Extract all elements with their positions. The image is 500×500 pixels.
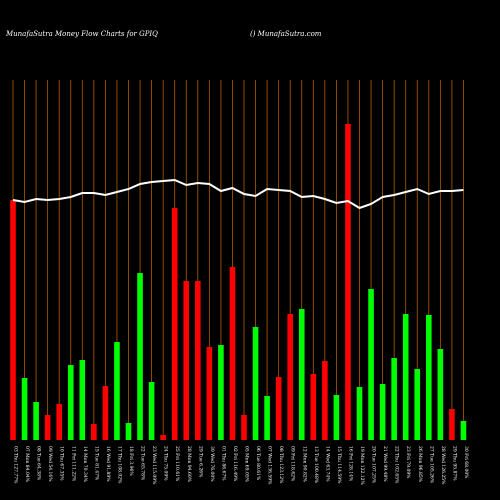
- x-tick-label: 27 Tue 105.26%: [428, 446, 434, 484]
- bar: [241, 415, 247, 440]
- x-tick-label: 09 Wed 54.16%: [47, 446, 53, 482]
- bar: [160, 435, 166, 440]
- bar: [252, 327, 259, 440]
- bar: [287, 314, 293, 440]
- x-tick-label: 29 Thu 95.87%: [451, 446, 457, 481]
- bar: [44, 415, 51, 440]
- bar: [333, 395, 340, 440]
- x-tick-label: 28 Mon 94.60%: [186, 446, 192, 483]
- money-flow-line: [12, 178, 464, 210]
- x-tick-label: 19 Mon 122.12%: [359, 446, 365, 486]
- x-tick-label: 02 Fri 116.49%: [232, 446, 238, 482]
- x-tick-label: 12 Mon 90.82%: [301, 446, 307, 483]
- x-tick-label: 13 Tue 100.48%: [313, 446, 319, 484]
- bar: [79, 360, 86, 440]
- x-tick-label: 21 Wed 99.48%: [382, 446, 388, 482]
- x-tick-label: 16 Wed 91.89%: [105, 446, 111, 482]
- bar: [206, 347, 213, 440]
- bar: [391, 358, 397, 440]
- x-tick-label: 15 Thu 114.59%: [336, 446, 342, 484]
- bar: [102, 386, 109, 440]
- x-tick-label: 01 Thu 86.67%: [220, 446, 226, 481]
- x-tick-label: 14 Mon 70.34%: [82, 446, 88, 483]
- x-tick-label: 11 Fri 111.22%: [70, 446, 76, 482]
- bar: [91, 424, 97, 440]
- x-tick-label: 22 Thu 102.65%: [394, 446, 400, 484]
- bar: [21, 378, 28, 440]
- bar: [275, 377, 282, 440]
- x-tick-label: 07 Mon 84.04%: [24, 446, 30, 483]
- chart-subtitle: () MunafaSutra.com: [250, 30, 322, 38]
- x-tick-label: 17 Thu 108.02%: [116, 446, 122, 484]
- bar: [322, 361, 328, 440]
- x-tick-label: 20 Tue 107.25%: [371, 446, 377, 484]
- bar: [460, 421, 467, 440]
- bar: [229, 267, 236, 440]
- x-tick-label: 09 Fri 118.62%: [290, 446, 296, 482]
- bar: [368, 289, 374, 440]
- bar: [137, 273, 143, 440]
- chart-title: MunafaSutra Money Flow Charts for GPIQ: [5, 30, 158, 38]
- x-tick-label: 03 Thu 127.77%: [13, 446, 19, 484]
- x-tick-label: 24 Thu 75.09%: [163, 446, 169, 481]
- bar: [345, 124, 351, 440]
- x-tick-label: 07 Wed 136.59%: [267, 446, 273, 485]
- x-tick-label: 05 Mon 69.05%: [244, 446, 250, 483]
- bar: [114, 342, 120, 440]
- x-tick-label: 30 Wed 76.00%: [209, 446, 215, 482]
- bar: [125, 423, 132, 440]
- x-tick-label: 23 Wed 115.09%: [151, 446, 157, 485]
- bar: [310, 374, 317, 440]
- bar: [218, 345, 224, 440]
- bar: [56, 404, 62, 440]
- bar: [171, 208, 178, 440]
- bar: [449, 409, 455, 440]
- bar: [67, 365, 74, 440]
- bar: [264, 396, 270, 440]
- bar: [356, 387, 363, 440]
- x-tick-label: 14 Wed 63.74%: [324, 446, 330, 482]
- bar: [10, 200, 16, 440]
- bar: [298, 309, 305, 440]
- x-tick-label: 28 Wed 126.25%: [440, 446, 446, 485]
- bar: [402, 314, 409, 440]
- x-tick-label: 06 Tue 80.61%: [255, 446, 261, 481]
- x-tick-label: 08 Tue 64.38%: [36, 446, 42, 481]
- bar: [437, 349, 444, 440]
- x-tick-label: 30 Fri 68.00%: [463, 446, 469, 479]
- bar: [183, 281, 190, 440]
- bar: [148, 382, 155, 440]
- x-tick-label: 08 Thu 123.12%: [278, 446, 284, 484]
- bar: [33, 402, 39, 440]
- bar: [379, 384, 386, 440]
- x-tick-label: 15 Tue 81.47%: [93, 446, 99, 481]
- x-tick-label: 23 Fri 79.09%: [405, 446, 411, 479]
- x-tick-label: 22 Tue 65.78%: [140, 446, 146, 481]
- x-tick-label: 10 Thu 67.35%: [59, 446, 65, 481]
- x-tick-label: 26 Mon 96.85%: [417, 446, 423, 483]
- x-tick-label: 18 Fri 3.96%: [128, 446, 134, 476]
- bar: [195, 281, 201, 440]
- x-tick-label: 25 Fri 110.61%: [174, 446, 180, 482]
- bar: [414, 369, 421, 440]
- x-tick-label: 29 Tue 6.26%: [197, 446, 203, 478]
- x-tick-label: 16 Fri 128.14%: [347, 446, 353, 482]
- bar: [426, 315, 432, 440]
